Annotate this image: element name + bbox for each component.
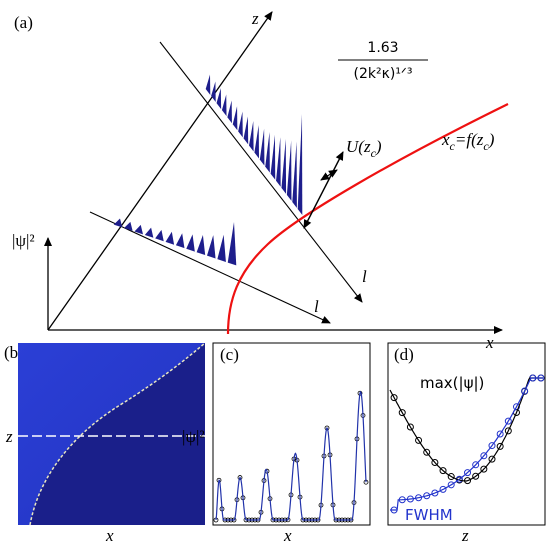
- spike: [297, 114, 303, 215]
- sample: [504, 427, 512, 435]
- spike: [281, 139, 287, 194]
- spike: [248, 120, 254, 152]
- l-line: [89, 211, 331, 324]
- spike: [216, 88, 222, 110]
- panel-label: (a): [14, 13, 33, 32]
- width-denominator: (2k²κ)¹ᐟ³: [354, 66, 413, 82]
- sample: [464, 469, 472, 477]
- z-label: z: [461, 526, 469, 544]
- sample: [472, 461, 480, 469]
- x-label: x: [283, 526, 292, 544]
- spike: [211, 81, 216, 103]
- spike: [286, 140, 292, 201]
- spike: [186, 234, 195, 252]
- spike: [259, 128, 265, 166]
- panel-label: (d): [394, 345, 414, 364]
- fwhm-label: FWHM: [405, 506, 453, 524]
- spike: [265, 131, 270, 173]
- spike: [292, 141, 297, 208]
- spike: [217, 234, 226, 262]
- psi-label: |ψ|²: [182, 427, 205, 446]
- sample: [423, 448, 431, 456]
- caustic: [29, 342, 206, 526]
- spike: [232, 106, 238, 131]
- spike: [165, 231, 175, 245]
- sample: [398, 409, 406, 417]
- sample: [390, 394, 398, 402]
- sample: [447, 473, 455, 481]
- spike: [124, 221, 133, 231]
- spike: [238, 111, 243, 138]
- amplitude-label: U(zc): [346, 137, 382, 160]
- sample: [504, 417, 512, 425]
- sample: [423, 492, 431, 500]
- max-label: max(|ψ|): [420, 374, 484, 392]
- panel-a: (a) x |ψ|² z l l 1.63 (2k²κ)¹ᐟ³ xc=f(zc)…: [12, 9, 509, 352]
- spike: [243, 116, 249, 145]
- spike: [254, 125, 260, 159]
- spike: [134, 224, 144, 235]
- panel-label: (c): [220, 345, 239, 364]
- spike: [227, 100, 232, 124]
- panel-d: (d) max(|ψ|) FWHM z: [387, 342, 546, 544]
- sample: [406, 423, 414, 431]
- sample: [431, 489, 439, 497]
- sample: [521, 387, 529, 395]
- shadow-region: [30, 343, 205, 525]
- sample: [415, 436, 423, 444]
- spike: [276, 137, 281, 187]
- profile: [213, 390, 369, 523]
- sample: [439, 467, 447, 475]
- sample: [480, 465, 488, 473]
- sample: [488, 442, 496, 450]
- psi-label: |ψ|²: [12, 231, 35, 250]
- sample: [480, 452, 488, 460]
- panel-b: (b) z x |ψ|²: [4, 342, 206, 544]
- sample: [488, 455, 496, 463]
- profile-line: [215, 390, 367, 521]
- spike: [206, 235, 216, 259]
- fwhm-line: [390, 377, 543, 511]
- trends: [389, 374, 545, 514]
- z-axis: [47, 11, 273, 331]
- spike: [227, 222, 237, 266]
- curve-label: xc=f(zc): [441, 130, 495, 153]
- spike: [196, 234, 206, 256]
- sample: [439, 485, 447, 493]
- l-line: [159, 41, 363, 303]
- max-line: [389, 377, 543, 482]
- x-label: x: [105, 526, 114, 544]
- sample: [324, 425, 330, 431]
- spike: [175, 233, 185, 249]
- sample: [447, 481, 455, 489]
- sample: [472, 472, 480, 480]
- l-label: l: [362, 267, 367, 286]
- caustic-curve: [226, 103, 509, 335]
- spike: [205, 74, 211, 95]
- width-numerator: 1.63: [367, 40, 398, 56]
- sample: [496, 442, 504, 450]
- sample: [237, 475, 243, 480]
- z-label: z: [251, 9, 259, 28]
- sample: [512, 403, 520, 411]
- spike: [270, 134, 276, 180]
- spike: [113, 218, 123, 228]
- panel-c: (c) x: [212, 342, 371, 544]
- l-label: l: [314, 297, 319, 316]
- spike: [144, 227, 154, 238]
- sample: [496, 430, 504, 438]
- spike: [155, 229, 164, 242]
- amplitude-arrow: [303, 151, 344, 229]
- frame: [212, 342, 371, 526]
- z-label: z: [5, 427, 13, 446]
- sample: [431, 458, 439, 466]
- spike: [221, 94, 227, 117]
- spikes: [113, 74, 303, 266]
- frame: [387, 342, 546, 526]
